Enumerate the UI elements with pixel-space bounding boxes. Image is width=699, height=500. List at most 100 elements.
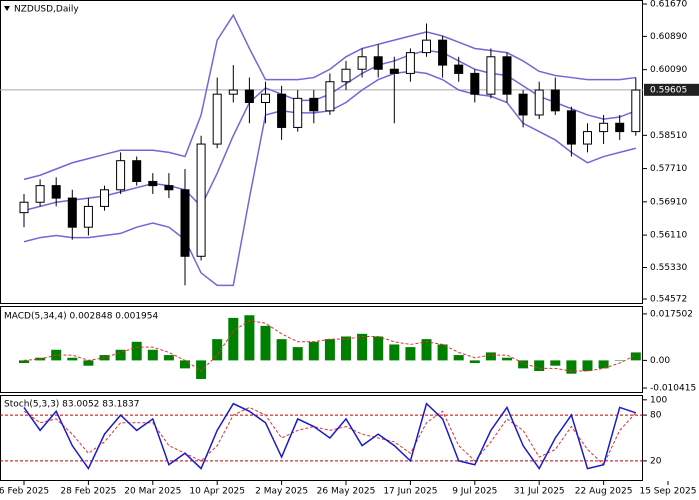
macd-bar xyxy=(228,317,239,361)
bollinger-band xyxy=(23,13,636,181)
candle-body xyxy=(35,185,45,203)
candle-body xyxy=(373,56,383,70)
y-tick-label: 0.017502 xyxy=(650,309,693,319)
y-tick-label: 0.55330 xyxy=(650,263,687,273)
y-tick-label: 0.00 xyxy=(650,356,670,366)
x-tick-label: 15 Sep 2025 xyxy=(639,487,696,497)
candle-body xyxy=(422,39,431,54)
candle-body xyxy=(228,89,238,95)
y-tick-label: 80 xyxy=(650,411,662,421)
candle-body xyxy=(438,39,448,66)
x-tick-label: 10 Apr 2025 xyxy=(189,487,245,497)
candle-body xyxy=(325,81,335,112)
stoch-main xyxy=(23,402,637,471)
y-tick-label: 0.60090 xyxy=(650,65,687,75)
candle-body xyxy=(470,72,480,95)
y-tick-label: 0.56910 xyxy=(650,197,687,207)
macd-bar xyxy=(502,357,512,361)
candle-body xyxy=(261,93,270,103)
x-tick-label: 31 Jul 2025 xyxy=(514,487,565,497)
candle-body xyxy=(212,93,222,145)
candle-body xyxy=(599,122,609,133)
macd-bar xyxy=(389,344,400,361)
candle-body xyxy=(244,89,254,103)
candle-body xyxy=(148,180,158,187)
macd-bar xyxy=(614,360,625,361)
y-tick-label: 100 xyxy=(650,395,667,405)
macd-bar xyxy=(19,360,29,364)
candle-body xyxy=(357,56,367,70)
macd-bar xyxy=(147,349,158,361)
macd-bar xyxy=(163,355,174,361)
stoch-signal xyxy=(23,406,637,466)
macd-bar xyxy=(212,339,223,361)
macd-bar xyxy=(115,349,126,361)
macd-bar xyxy=(83,360,94,366)
macd-bar xyxy=(292,347,303,361)
candle-body xyxy=(180,189,190,257)
candle-body xyxy=(502,56,512,95)
price-frame xyxy=(0,0,643,304)
macd-bar xyxy=(67,357,78,361)
macd-bar xyxy=(324,339,335,361)
x-tick-label: 6 Feb 2025 xyxy=(0,487,49,497)
last-price-label: 0.59605 xyxy=(650,85,687,95)
candle-body xyxy=(196,143,206,257)
candle-body xyxy=(615,122,625,133)
x-tick-label: 17 Jun 2025 xyxy=(383,487,437,497)
y-tick-label: 0.54572 xyxy=(650,295,687,305)
candle-body xyxy=(518,93,528,116)
y-tick-label: 0.60890 xyxy=(650,32,687,42)
macd-bar xyxy=(276,339,287,361)
candle-body xyxy=(631,89,641,133)
candle-body xyxy=(132,160,142,182)
y-tick-label: -0.010415 xyxy=(650,384,696,394)
candle-body xyxy=(51,185,61,199)
x-tick-label: 2 May 2025 xyxy=(255,487,308,497)
macd-bar xyxy=(566,360,577,374)
candle-body xyxy=(164,185,174,191)
symbol-icon xyxy=(4,6,10,11)
y-tick-label: 0.56110 xyxy=(650,231,687,241)
macd-bar xyxy=(180,360,190,369)
candle-body xyxy=(67,197,77,228)
macd-bar xyxy=(437,344,448,361)
macd-bar xyxy=(244,315,255,361)
macd-bar xyxy=(357,333,368,361)
candle-body xyxy=(534,89,544,116)
x-tick-label: 20 Mar 2025 xyxy=(124,487,181,497)
candle-body xyxy=(341,68,351,83)
macd-bar xyxy=(453,355,464,361)
candle-body xyxy=(100,189,109,207)
macd-bar xyxy=(405,347,416,361)
x-tick-label: 9 Jul 2025 xyxy=(452,487,497,497)
chart-title: NZDUSD,Daily xyxy=(14,5,79,15)
y-tick-label: 20 xyxy=(650,456,662,466)
x-tick-label: 26 May 2025 xyxy=(317,487,376,497)
candle-body xyxy=(83,205,93,228)
candle-body xyxy=(566,110,576,145)
candle-body xyxy=(309,97,319,112)
y-tick-label: 0.57710 xyxy=(650,164,687,174)
candle-body xyxy=(19,201,29,214)
macd-title: MACD(5,34,4) 0.002848 0.001954 xyxy=(4,312,159,322)
macd-bar xyxy=(341,336,351,361)
macd-bar xyxy=(550,360,561,366)
macd-bar xyxy=(534,360,545,372)
macd-bar xyxy=(131,341,142,361)
macd-frame xyxy=(0,306,643,393)
macd-bar xyxy=(485,352,496,361)
candle-body xyxy=(116,160,126,191)
candle-body xyxy=(389,68,399,74)
last-price-box xyxy=(644,83,699,96)
candle-body xyxy=(277,93,287,128)
macd-bar xyxy=(630,352,641,361)
macd-bar xyxy=(421,339,432,361)
macd-bar xyxy=(469,360,480,364)
x-tick-label: 28 Feb 2025 xyxy=(60,487,116,497)
candle-body xyxy=(293,97,303,128)
y-tick-label: 0.61670 xyxy=(650,0,687,9)
candle-body xyxy=(486,56,496,95)
y-tick-label: 0.58510 xyxy=(650,131,687,141)
